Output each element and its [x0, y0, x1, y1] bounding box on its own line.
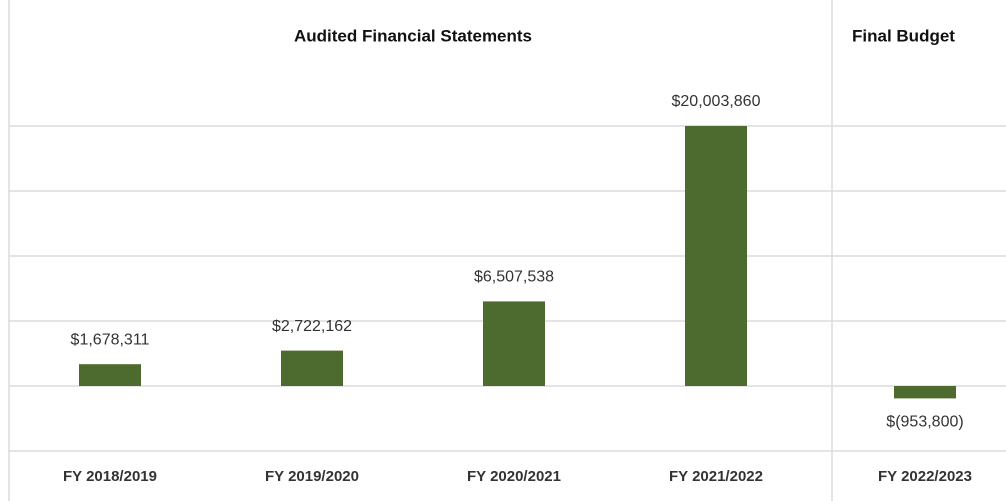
- bar: [894, 386, 956, 399]
- x-tick-label: FY 2018/2019: [63, 468, 157, 485]
- value-label: $20,003,860: [672, 93, 761, 110]
- x-tick-label: FY 2022/2023: [878, 468, 972, 485]
- value-label: $(953,800): [886, 414, 963, 431]
- bar: [685, 125, 747, 386]
- value-label: $6,507,538: [474, 269, 554, 286]
- bar: [281, 350, 343, 386]
- value-label: $1,678,311: [71, 331, 150, 348]
- bar: [483, 301, 545, 386]
- bar: [79, 364, 141, 386]
- x-tick-label: FY 2019/2020: [265, 468, 359, 485]
- group-header: Audited Financial Statements: [294, 26, 532, 45]
- value-label: $2,722,162: [272, 318, 352, 335]
- x-tick-label: FY 2021/2022: [669, 468, 763, 485]
- group-header: Final Budget: [852, 26, 955, 45]
- x-tick-label: FY 2020/2021: [467, 468, 561, 485]
